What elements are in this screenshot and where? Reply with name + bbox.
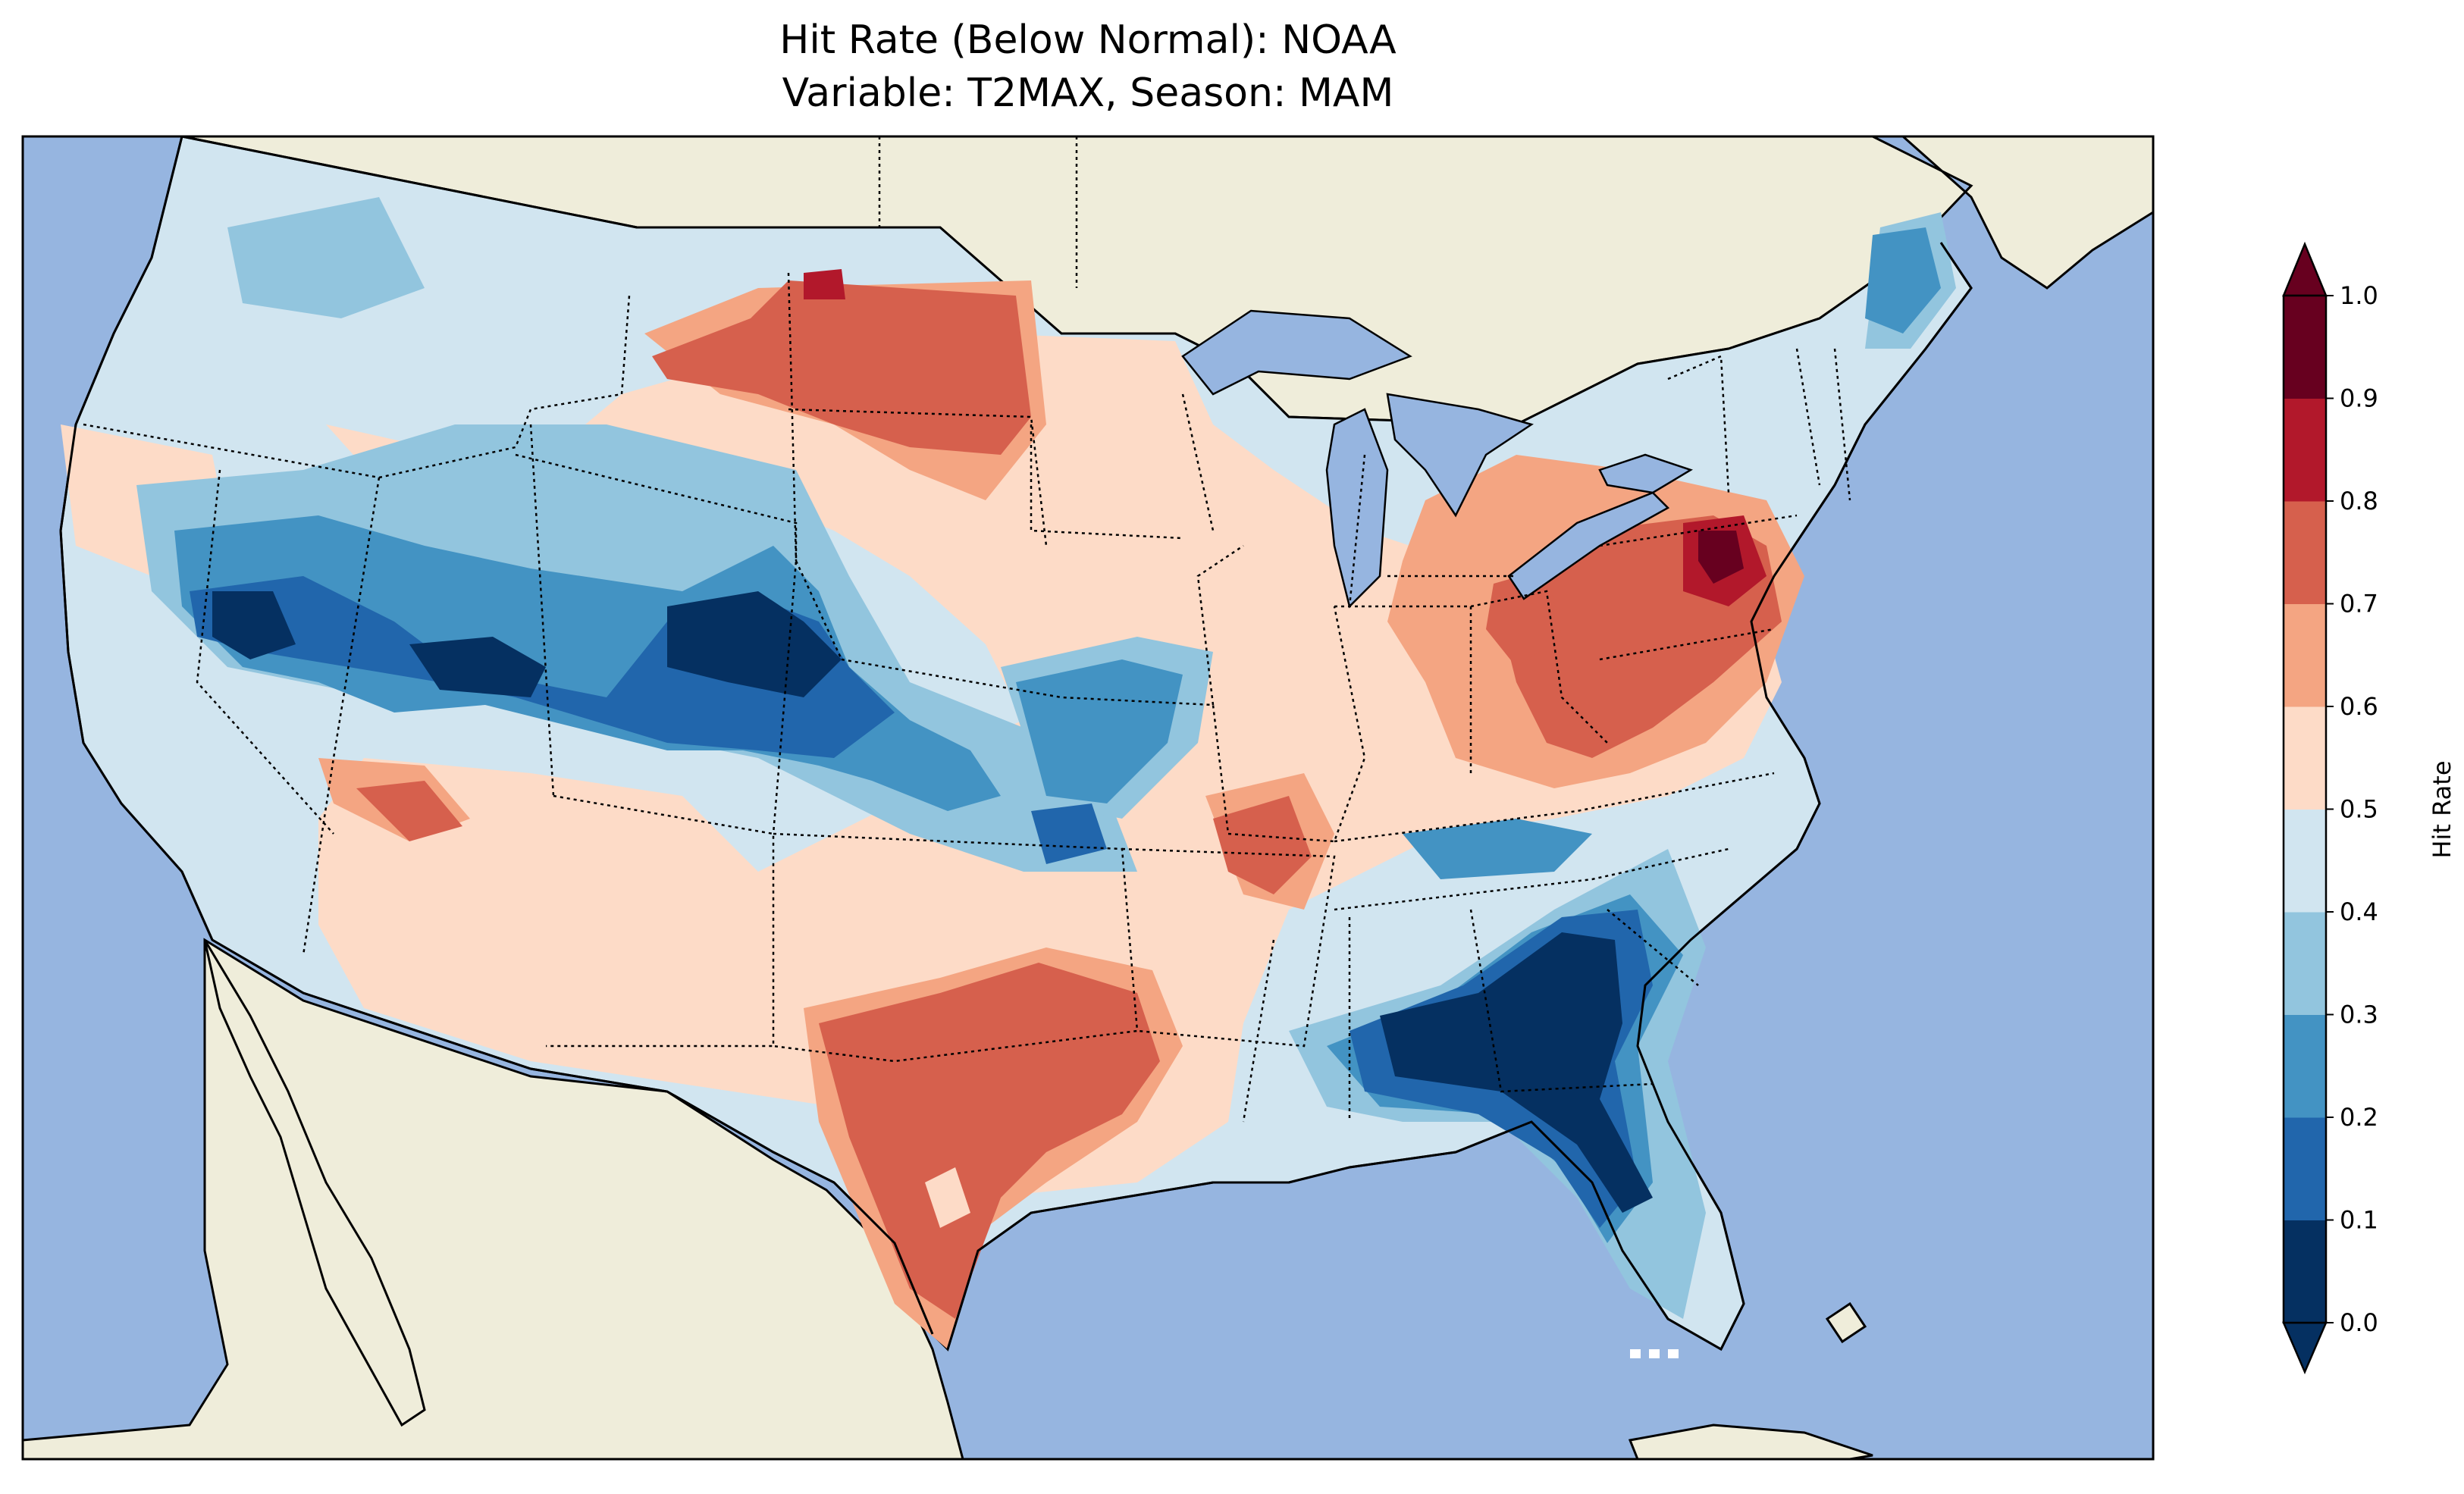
great-lakes: [1181, 309, 1693, 609]
colorbar-tick-label: 0.5: [2340, 795, 2378, 824]
colorbar-bin: [2284, 296, 2326, 399]
colorbar-tick-label: 1.0: [2340, 281, 2378, 310]
colorbar-tick-label: 0.1: [2340, 1206, 2378, 1235]
colorbar-extend-min: [2282, 1321, 2328, 1375]
map-frame: [21, 135, 2155, 1461]
colorbar-tick-label: 0.4: [2340, 897, 2378, 926]
colorbar-tick-label: 0.3: [2340, 1001, 2378, 1029]
coastlines: [59, 136, 1973, 1351]
state-borders: [83, 136, 1851, 1123]
colorbar-bin: [2284, 603, 2326, 707]
title-line-1: Hit Rate (Below Normal): NOAA: [779, 17, 1397, 63]
bahamas-land: [1825, 1301, 1867, 1344]
colorbar-bin: [2284, 706, 2326, 810]
colorbar-bin: [2284, 398, 2326, 502]
baja-peninsula: [203, 939, 426, 1427]
colorbar: 0.0 0.1 0.2 0.3 0.4 0.5 0.6 0.7 0.8 0.9 1.0 Hit Ra…: [2282, 241, 2456, 1375]
colorbar-bin: [2284, 1220, 2326, 1323]
colorbar-extend-max: [2282, 241, 2328, 297]
keys-dots: [1630, 1349, 1679, 1358]
colorbar-tick-label: 0.7: [2340, 590, 2378, 619]
colorbar-tick-label: 0.6: [2340, 692, 2378, 721]
title-line-2: Variable: T2MAX, Season: MAM: [782, 70, 1394, 116]
colorbar-bin: [2284, 809, 2326, 913]
colorbar-tick-label: 0.0: [2340, 1308, 2378, 1337]
colorbar-bin: [2284, 1014, 2326, 1118]
colorbar-bin: [2284, 1117, 2326, 1220]
colorbar-tick-label: 0.8: [2340, 487, 2378, 515]
map-area: [23, 136, 2153, 1459]
colorbar-bin: [2284, 501, 2326, 604]
colorbar-label: Hit Rate: [2428, 760, 2456, 858]
colorbar-tick-label: 0.9: [2340, 384, 2378, 413]
cuba-land: [1628, 1424, 1873, 1459]
colorbar-tick-label: 0.2: [2340, 1103, 2378, 1132]
colorbar-bin: [2284, 912, 2326, 1015]
